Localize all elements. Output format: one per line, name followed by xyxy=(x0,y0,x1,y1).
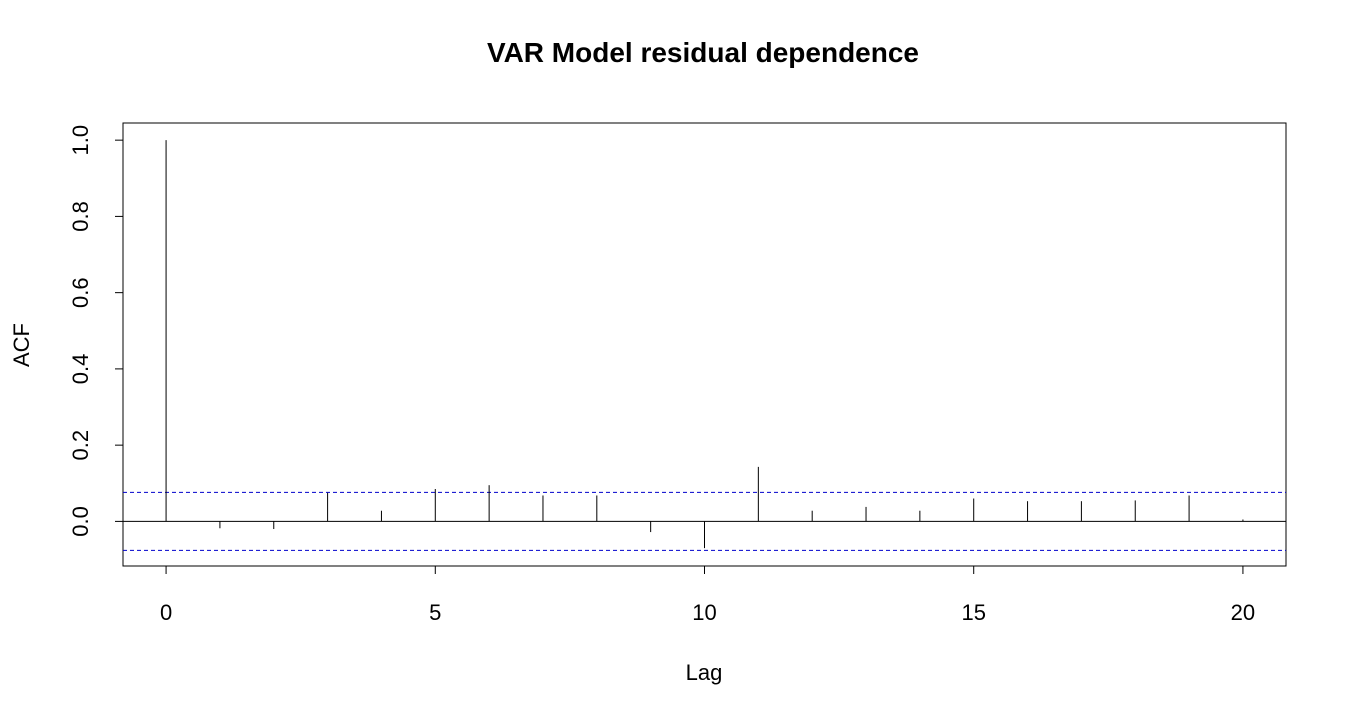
x-axis-label: Lag xyxy=(686,660,723,685)
y-tick-label-0-4: 0.4 xyxy=(68,354,93,385)
chart-title: VAR Model residual dependence xyxy=(487,37,919,68)
y-tick-label-0-0: 0.0 xyxy=(68,506,93,537)
y-tick-label-1-0: 1.0 xyxy=(68,125,93,156)
x-tick-label-20: 20 xyxy=(1231,600,1255,625)
x-axis: 0 5 10 15 20 xyxy=(160,565,1255,625)
acf-bars xyxy=(165,140,1244,549)
y-tick-label-0-6: 0.6 xyxy=(68,277,93,308)
x-tick-label-0: 0 xyxy=(160,600,172,625)
y-tick-label-0-2: 0.2 xyxy=(68,430,93,461)
y-axis: 0.0 0.2 0.4 0.6 0.8 1.0 xyxy=(68,125,124,537)
y-tick-label-0-8: 0.8 xyxy=(68,201,93,232)
plot-frame xyxy=(122,122,1287,567)
x-tick-label-15: 15 xyxy=(961,600,985,625)
x-tick-label-10: 10 xyxy=(692,600,716,625)
x-tick-label-5: 5 xyxy=(429,600,441,625)
y-axis-label: ACF xyxy=(9,323,34,367)
